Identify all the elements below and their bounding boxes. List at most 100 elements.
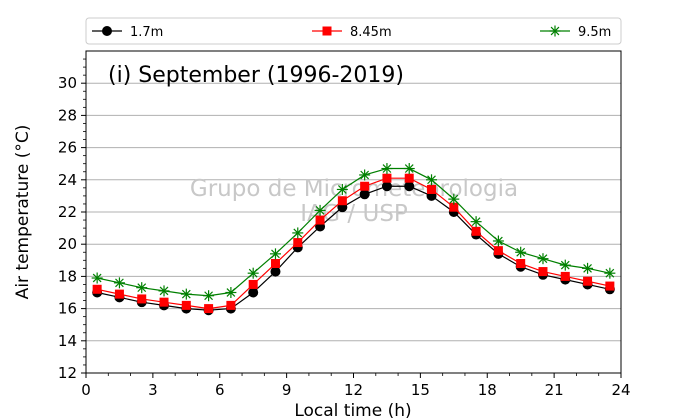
data-point <box>404 173 414 183</box>
x-tick-label: 24 <box>611 381 630 399</box>
legend-label: 1.7m <box>130 25 163 40</box>
x-tick-label: 6 <box>215 381 225 399</box>
data-point <box>515 246 527 258</box>
data-point <box>292 227 304 239</box>
watermark-line-1: Grupo de Micrometeorologia <box>190 176 518 202</box>
data-point <box>360 181 370 191</box>
marker-stroke <box>204 291 213 301</box>
x-tick-label: 15 <box>411 381 430 399</box>
data-point <box>538 267 548 277</box>
data-point <box>381 163 393 175</box>
marker-stroke <box>449 194 459 204</box>
x-tick-label: 9 <box>282 381 292 399</box>
data-point <box>337 196 347 206</box>
data-point <box>314 204 326 216</box>
data-point <box>359 189 370 200</box>
data-point <box>159 297 169 307</box>
marker-stroke <box>137 283 147 293</box>
x-tick-label: 12 <box>344 381 363 399</box>
legend-marker <box>549 25 561 37</box>
data-point <box>293 238 303 248</box>
series-9.5m <box>91 163 616 302</box>
grid <box>86 82 621 342</box>
data-point <box>269 248 281 260</box>
marker-stroke <box>538 254 548 264</box>
legend-marker <box>102 26 112 36</box>
chart-title: (i) September (1996-2019) <box>108 63 404 88</box>
marker-stroke <box>404 164 414 173</box>
legend-box <box>85 17 622 45</box>
marker-stroke <box>583 263 592 273</box>
data-point <box>427 184 437 194</box>
data-point <box>448 193 460 205</box>
data-point <box>113 277 125 289</box>
data-point <box>137 294 147 304</box>
marker-stroke <box>550 26 560 36</box>
data-point <box>492 235 504 247</box>
marker-stroke <box>181 289 191 299</box>
data-point <box>537 253 549 265</box>
data-point <box>359 169 371 181</box>
data-point <box>404 181 415 192</box>
data-point <box>270 259 280 269</box>
data-point <box>493 246 503 256</box>
marker-stroke <box>226 288 236 297</box>
marker-stroke <box>516 247 526 257</box>
data-point <box>426 174 438 186</box>
legend-item: 8.45m <box>312 25 392 40</box>
data-point <box>583 276 593 286</box>
x-tick-label: 3 <box>148 381 158 399</box>
x-axis-label: Local time (h) <box>294 401 411 420</box>
y-tick-label: 14 <box>58 332 77 350</box>
y-tick-label: 16 <box>58 300 77 318</box>
data-point <box>516 259 526 269</box>
marker-stroke <box>248 268 258 278</box>
y-tick-label: 22 <box>58 203 77 221</box>
series-layer <box>91 163 616 316</box>
data-point <box>382 173 392 183</box>
data-point <box>181 300 191 310</box>
marker-stroke <box>293 228 303 238</box>
marker-stroke <box>605 268 615 278</box>
data-point <box>471 226 481 236</box>
y-axis: 12 14 16 18 20 22 24 26 28 30 <box>58 58 86 382</box>
y-tick-label: 28 <box>58 106 77 124</box>
data-point <box>136 282 148 294</box>
data-point <box>226 300 236 310</box>
data-point <box>248 287 259 298</box>
marker-stroke <box>337 185 347 194</box>
data-point <box>114 289 124 299</box>
y-tick-label: 26 <box>58 139 77 157</box>
data-point <box>225 287 237 298</box>
marker-stroke <box>271 249 280 259</box>
marker-stroke <box>494 236 503 246</box>
data-point <box>604 267 616 279</box>
legend-label: 9.5m <box>578 25 611 40</box>
marker-stroke <box>92 273 102 283</box>
watermark: Grupo de Micrometeorologia IAG / USP <box>190 176 518 227</box>
marker-stroke <box>159 286 169 296</box>
marker-stroke <box>382 164 392 173</box>
data-point <box>270 266 281 277</box>
marker-stroke <box>427 175 436 185</box>
y-tick-label: 18 <box>58 267 77 285</box>
legend-marker <box>322 26 332 36</box>
legend-item: 9.5m <box>540 25 611 40</box>
data-point <box>204 304 214 314</box>
data-point <box>560 271 570 281</box>
data-point <box>605 281 615 291</box>
marker-stroke <box>360 170 370 180</box>
marker-stroke <box>115 278 124 288</box>
x-tick-label: 21 <box>545 381 564 399</box>
series-8.45m <box>92 173 615 314</box>
legend: 1.7m 8.45m 9.5m <box>85 17 622 45</box>
marker-stroke <box>471 217 481 227</box>
data-point <box>559 259 571 271</box>
legend-items: 1.7m 8.45m 9.5m <box>92 25 611 40</box>
x-axis: 0 3 6 9 12 15 18 21 24 <box>81 373 631 399</box>
data-point <box>403 163 415 175</box>
data-point <box>92 284 102 294</box>
x-tick-label: 0 <box>81 381 91 399</box>
y-tick-label: 24 <box>58 171 77 189</box>
